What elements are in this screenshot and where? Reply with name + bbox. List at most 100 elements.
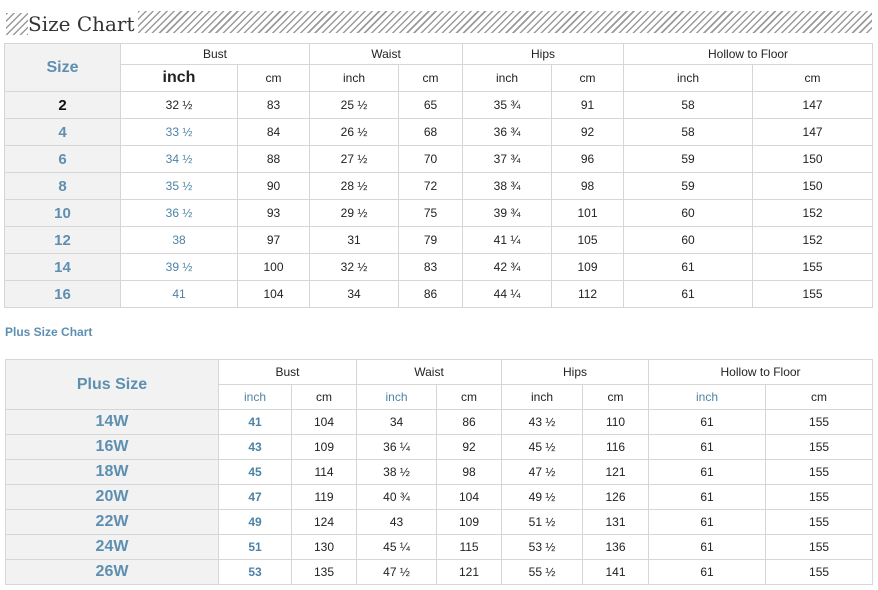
unit-header: inch — [648, 384, 767, 410]
table-cell: 61 — [648, 409, 767, 435]
group-header-bust: Bust — [217, 359, 358, 385]
unit-header: inch — [623, 64, 754, 92]
table-cell: 39 ¾ — [462, 199, 553, 227]
table-cell: 61 — [648, 434, 767, 460]
unit-header: inch — [120, 64, 238, 92]
unit-header: cm — [582, 384, 650, 410]
table-cell: 155 — [752, 280, 874, 308]
table-cell: 121 — [436, 559, 503, 585]
table-cell: 59 — [623, 145, 754, 173]
unit-header: cm — [752, 64, 874, 92]
table-cell: 41 ¼ — [462, 226, 553, 254]
unit-header: inch — [309, 64, 400, 92]
table-cell: 47 — [218, 484, 292, 510]
table-cell: 101 — [551, 199, 625, 227]
table-cell: 115 — [436, 534, 503, 560]
group-header-waist: Waist — [309, 43, 464, 65]
table-cell: 58 — [623, 118, 754, 146]
table-cell: 105 — [551, 226, 625, 254]
table-cell: 155 — [765, 509, 874, 535]
table-cell: 126 — [582, 484, 650, 510]
table-cell: 27 ½ — [309, 145, 400, 173]
table-cell: 34 — [309, 280, 400, 308]
plus-size-chart-table: Plus Size Bust Waist Hips Hollow to Floo… — [5, 359, 874, 585]
table-row: 20W 47 119 40 ¾ 104 49 ½ 126 61 155 — [5, 484, 874, 510]
table-row: 16 41 104 34 86 44 ¼ 112 61 155 — [4, 280, 874, 308]
table-cell: 44 ¼ — [462, 280, 553, 308]
table-cell: 45 — [218, 459, 292, 485]
table-cell: 31 — [309, 226, 400, 254]
table-row: 8 35 ½ 90 28 ½ 72 38 ¾ 98 59 150 — [4, 172, 874, 200]
hatch-decoration-icon — [138, 11, 872, 33]
plus-size-chart-title: Plus Size Chart — [5, 325, 93, 339]
table-cell: 36 ¼ — [356, 434, 438, 460]
table-cell: 98 — [551, 172, 625, 200]
table-row: 4 33 ½ 84 26 ½ 68 36 ¾ 92 58 147 — [4, 118, 874, 146]
table-cell: 61 — [648, 459, 767, 485]
size-label: 16 — [4, 280, 121, 308]
table-cell: 114 — [290, 459, 358, 485]
plus-size-label: 24W — [5, 534, 219, 560]
table-cell: 36 ¾ — [462, 118, 553, 146]
table-cell: 147 — [752, 91, 874, 119]
plus-size-label: 18W — [5, 459, 219, 485]
plus-size-label: 20W — [5, 484, 219, 510]
table-row: 14 39 ½ 100 32 ½ 83 42 ¾ 109 61 155 — [4, 253, 874, 281]
table-cell: 51 ½ — [501, 509, 584, 535]
table-cell: 53 — [218, 559, 292, 585]
group-header-hollow-to-floor: Hollow to Floor — [648, 359, 874, 385]
table-cell: 25 ½ — [309, 91, 400, 119]
table-cell: 61 — [648, 534, 767, 560]
table-cell: 155 — [765, 434, 874, 460]
table-cell: 58 — [623, 91, 754, 119]
table-cell: 84 — [236, 118, 311, 146]
size-label: 4 — [4, 118, 121, 146]
size-label: 8 — [4, 172, 121, 200]
table-cell: 109 — [436, 509, 503, 535]
table-cell: 65 — [398, 91, 464, 119]
table-cell: 49 ½ — [501, 484, 584, 510]
table-cell: 70 — [398, 145, 464, 173]
table-cell: 29 ½ — [309, 199, 400, 227]
table-cell: 121 — [582, 459, 650, 485]
table-cell: 32 ½ — [309, 253, 400, 281]
table-cell: 45 ½ — [501, 434, 584, 460]
table-cell: 35 ½ — [120, 172, 238, 200]
table-cell: 43 — [356, 509, 438, 535]
table-cell: 109 — [551, 253, 625, 281]
table-cell: 124 — [290, 509, 358, 535]
size-chart-title-bar: Size Chart — [6, 6, 872, 40]
unit-header: inch — [501, 384, 584, 410]
table-cell: 79 — [398, 226, 464, 254]
table-cell: 61 — [648, 509, 767, 535]
table-cell: 39 ½ — [120, 253, 238, 281]
table-cell: 96 — [551, 145, 625, 173]
table-cell: 26 ½ — [309, 118, 400, 146]
table-cell: 90 — [236, 172, 311, 200]
group-header-waist: Waist — [356, 359, 503, 385]
table-cell: 104 — [290, 409, 358, 435]
table-cell: 130 — [290, 534, 358, 560]
table-cell: 33 ½ — [120, 118, 238, 146]
table-row: 18W 45 114 38 ½ 98 47 ½ 121 61 155 — [5, 459, 874, 485]
table-cell: 38 ½ — [356, 459, 438, 485]
table-row: 14W 41 104 34 86 43 ½ 110 61 155 — [5, 409, 874, 435]
table-cell: 49 — [218, 509, 292, 535]
table-cell: 34 — [356, 409, 438, 435]
table-cell: 109 — [290, 434, 358, 460]
size-label: 6 — [4, 145, 121, 173]
table-cell: 43 ½ — [501, 409, 584, 435]
table-cell: 88 — [236, 145, 311, 173]
table-cell: 112 — [551, 280, 625, 308]
table-cell: 32 ½ — [120, 91, 238, 119]
table-cell: 41 — [120, 280, 238, 308]
table-cell: 155 — [765, 559, 874, 585]
unit-header: cm — [398, 64, 464, 92]
group-header-hips: Hips — [462, 43, 625, 65]
table-cell: 104 — [236, 280, 311, 308]
table-cell: 38 — [120, 226, 238, 254]
table-cell: 47 ½ — [501, 459, 584, 485]
plus-size-column-header: Plus Size — [5, 359, 219, 410]
table-cell: 155 — [765, 534, 874, 560]
size-chart-title: Size Chart — [28, 12, 135, 36]
